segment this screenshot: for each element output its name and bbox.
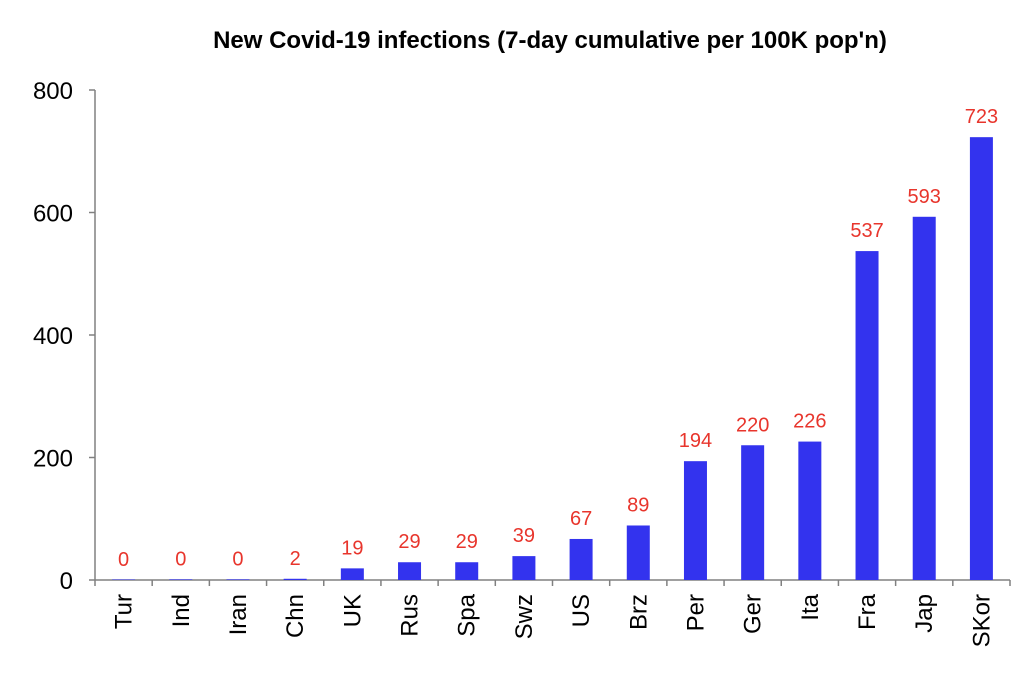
x-axis: [94, 579, 1011, 586]
x-tick-label: Spa: [454, 593, 481, 636]
data-label: 593: [908, 186, 941, 208]
bar-iran: [226, 579, 250, 580]
bar-rus: [398, 562, 422, 580]
bar-tur: [112, 579, 136, 580]
bar-swz: [512, 556, 536, 580]
x-tick-label: SKor: [968, 594, 995, 647]
bar-uk: [340, 568, 364, 580]
bar-brz: [626, 525, 650, 580]
bar-ger: [741, 445, 765, 580]
y-tick-label: 600: [33, 201, 73, 228]
bar-jap: [912, 216, 936, 580]
bar-ita: [798, 441, 822, 580]
data-label: 220: [736, 414, 769, 436]
data-label: 194: [679, 430, 712, 452]
x-tick-label: Ita: [797, 593, 824, 620]
data-label: 0: [118, 549, 129, 571]
y-tick-label: 0: [60, 568, 73, 595]
x-tick-label: Per: [682, 594, 709, 631]
bar-per: [683, 461, 707, 580]
bar-fra: [855, 251, 879, 580]
data-label: 537: [850, 220, 883, 242]
x-tick-label: UK: [339, 594, 366, 627]
x-tick-label: US: [568, 594, 595, 627]
data-label: 29: [456, 531, 478, 553]
x-tick-label: Swz: [511, 594, 538, 639]
data-label: 39: [513, 525, 535, 547]
data-label: 226: [793, 411, 826, 433]
data-label: 723: [965, 106, 998, 128]
x-tick-label: Fra: [854, 593, 881, 630]
bar-ind: [169, 579, 193, 580]
x-tick-label: Tur: [111, 594, 138, 629]
data-label: 0: [232, 548, 243, 570]
bar-spa: [455, 562, 479, 580]
bar-us: [569, 538, 593, 580]
y-tick-label: 400: [33, 323, 73, 350]
y-tick-label: 200: [33, 446, 73, 473]
data-label: 0: [175, 548, 186, 570]
data-label: 2: [290, 548, 301, 570]
data-label: 19: [341, 537, 363, 559]
data-label: 89: [627, 494, 649, 516]
bar-chn: [283, 578, 307, 580]
data-labels: 0 0 0 2 19 29 29 39 67 89 194 220 226 537 593 723: [118, 106, 998, 571]
x-tick-label: Chn: [282, 594, 309, 638]
chart-title: New Covid-19 infections (7-day cumulativ…: [213, 27, 887, 54]
x-tick-label: Ger: [740, 594, 767, 634]
data-label: 29: [398, 531, 420, 553]
x-tick-label: Brz: [625, 594, 652, 630]
bar-skor: [969, 137, 993, 580]
y-tick-label: 800: [33, 78, 73, 105]
bars: [112, 137, 993, 580]
x-tick-labels: Tur Ind Iran Chn UK Rus Spa Swz US Brz Per Ger Ita Fr…: [111, 593, 996, 647]
y-axis: 0 200 400 600 800: [33, 78, 96, 595]
data-label: 67: [570, 508, 592, 530]
x-tick-label: Ind: [168, 594, 195, 627]
x-tick-label: Rus: [397, 594, 424, 637]
x-tick-label: Iran: [225, 594, 252, 635]
x-tick-label: Jap: [911, 594, 938, 633]
